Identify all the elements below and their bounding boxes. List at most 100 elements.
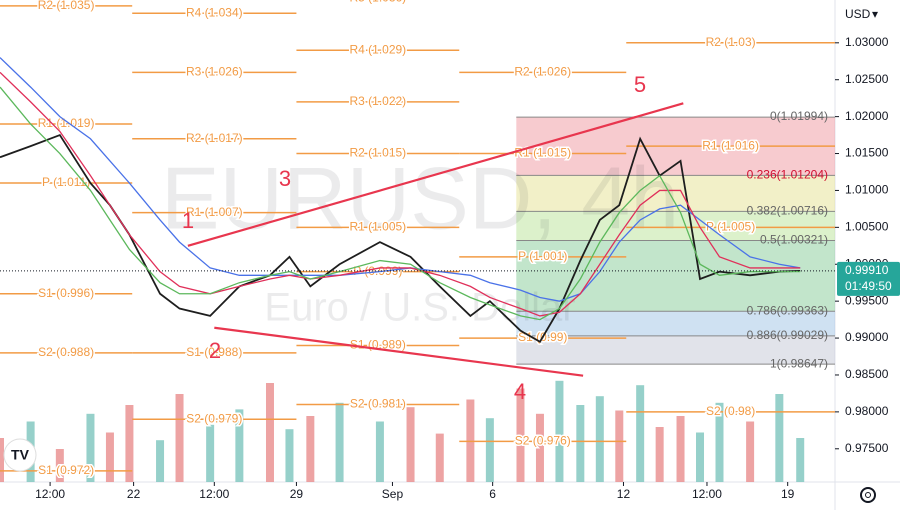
fib-label: 0.5(1.00321) bbox=[760, 233, 828, 247]
x-tick-label: 12:00 bbox=[199, 487, 229, 501]
currency-caret[interactable]: ▾ bbox=[872, 7, 878, 21]
volume-bar bbox=[775, 394, 784, 482]
volume-bar bbox=[86, 413, 95, 482]
volume-bar bbox=[306, 416, 315, 482]
y-tick-label: 0.99000 bbox=[845, 330, 889, 344]
pivot-label: R1 (1.019) bbox=[38, 116, 95, 130]
volume-bar bbox=[265, 383, 274, 482]
pivot-label: S2 (0.981) bbox=[350, 397, 406, 411]
x-tick-label: 6 bbox=[489, 487, 496, 501]
pivot-label: S1 (0.996) bbox=[38, 286, 94, 300]
fib-label: 1(0.98647) bbox=[770, 356, 828, 370]
y-tick-label: 1.00500 bbox=[845, 220, 889, 234]
currency[interactable]: USD bbox=[845, 7, 871, 21]
volume-bar bbox=[615, 410, 624, 482]
pivot-label: R1 (1.007) bbox=[186, 205, 243, 219]
pivot-label: S2 (0.988) bbox=[38, 345, 94, 359]
pivot-label: R2 (1.017) bbox=[186, 131, 243, 145]
plot: EURUSD, 4h Euro / U.S. Dollar R2 (1.035) R1… bbox=[0, 0, 835, 482]
volume-bar bbox=[235, 409, 244, 482]
volume-bar bbox=[676, 416, 685, 482]
pivot-label: R4 (1.034) bbox=[186, 5, 243, 19]
pivot-label: S2 (0.976) bbox=[515, 434, 571, 448]
volume-bar bbox=[125, 405, 134, 482]
fib-label: 0(1.01994) bbox=[770, 109, 828, 123]
volume-bar bbox=[335, 402, 344, 482]
last-price-box bbox=[837, 261, 900, 296]
volume-bar bbox=[206, 424, 215, 482]
price-line bbox=[0, 86, 801, 321]
volume-bar bbox=[715, 402, 724, 482]
pivot-label: R3 (1.022) bbox=[349, 94, 406, 108]
pivot-label: R2 (1.026) bbox=[514, 65, 571, 79]
y-tick-label: 1.02000 bbox=[845, 109, 889, 123]
volume-bar bbox=[156, 440, 165, 482]
volume-bar bbox=[406, 407, 415, 482]
watermark-subtitle: Euro / U.S. Dollar bbox=[264, 286, 575, 330]
fib-band bbox=[516, 240, 835, 312]
price-line bbox=[0, 133, 801, 343]
pivot-label: S1 (0.988) bbox=[186, 345, 242, 359]
pivot-label: P (1.005) bbox=[706, 220, 755, 234]
pivot-label: R2 (1.015) bbox=[349, 146, 406, 160]
pivot-label: P (1.001) bbox=[518, 249, 567, 263]
pivot-label: S2 (0.98) bbox=[706, 404, 755, 418]
trend-line bbox=[187, 102, 684, 247]
volume-bar bbox=[55, 449, 64, 482]
volume-bar bbox=[285, 429, 294, 482]
price-line bbox=[0, 71, 801, 317]
volume-bar bbox=[0, 438, 4, 482]
volume-bar bbox=[375, 421, 384, 482]
fib-band bbox=[516, 335, 835, 365]
y-tick-label: 0.99500 bbox=[845, 293, 889, 307]
volume-bar bbox=[535, 413, 544, 482]
x-tick-label: 19 bbox=[781, 487, 795, 501]
y-tick-label: 0.98500 bbox=[845, 367, 889, 381]
pivot-label: R5 (1.036) bbox=[349, 0, 406, 5]
x-tick-label: 12:00 bbox=[35, 487, 65, 501]
x-tick-label: 22 bbox=[127, 487, 141, 501]
volume-bar bbox=[746, 421, 755, 482]
volume-bar bbox=[516, 388, 525, 482]
watermark: EURUSD, 4h bbox=[161, 148, 679, 247]
fib-label: 0.886(0.99029) bbox=[747, 328, 828, 342]
wave-label: 4 bbox=[514, 379, 526, 404]
svg-text:TV: TV bbox=[11, 447, 30, 463]
volume-bar bbox=[435, 433, 444, 482]
y-tick-label: 1.02500 bbox=[845, 72, 889, 86]
x-tick-label: 12:00 bbox=[692, 487, 722, 501]
fib-label: 0.786(0.99363) bbox=[747, 303, 828, 317]
pivot-label: R3 (1.026) bbox=[186, 65, 243, 79]
pivot-label: R1 (1.015) bbox=[514, 146, 571, 160]
pivot-label: R1 (1.016) bbox=[702, 138, 759, 152]
fib-band bbox=[516, 211, 835, 241]
wave-label: 5 bbox=[634, 72, 646, 97]
wave-label: 1 bbox=[182, 208, 194, 233]
pivot-label: S2 (0.979) bbox=[186, 411, 242, 425]
pivot-label: P (1.011) bbox=[42, 175, 90, 189]
trend-line bbox=[214, 326, 584, 377]
y-tick-label: 0.98000 bbox=[845, 404, 889, 418]
tv-logo[interactable]: TV bbox=[3, 438, 37, 472]
pivot-label: R2 (1.03) bbox=[706, 35, 756, 49]
wave-label: 2 bbox=[209, 338, 221, 363]
fib-band bbox=[516, 175, 835, 212]
x-tick-label: 12 bbox=[617, 487, 631, 501]
pivot-label: R2 (1.035) bbox=[38, 0, 95, 12]
volume-bar bbox=[655, 427, 664, 482]
wave-label: 3 bbox=[279, 166, 291, 191]
fib-label: 0.382(1.00716) bbox=[747, 204, 828, 218]
settings[interactable] bbox=[860, 487, 876, 503]
volume-bar bbox=[175, 394, 184, 482]
pivot-label: R4 (1.029) bbox=[349, 42, 406, 56]
fib-band bbox=[516, 311, 835, 336]
volume-bar bbox=[796, 438, 805, 482]
y-tick-label: 0.97500 bbox=[845, 441, 889, 455]
countdown: 01:49:50 bbox=[845, 279, 892, 293]
volume-bar bbox=[105, 432, 114, 482]
last-price: 0.99910 bbox=[845, 263, 889, 277]
x-tick-label: 29 bbox=[290, 487, 304, 501]
price-line bbox=[0, 57, 801, 302]
x-tick-label: Sep bbox=[382, 487, 404, 501]
